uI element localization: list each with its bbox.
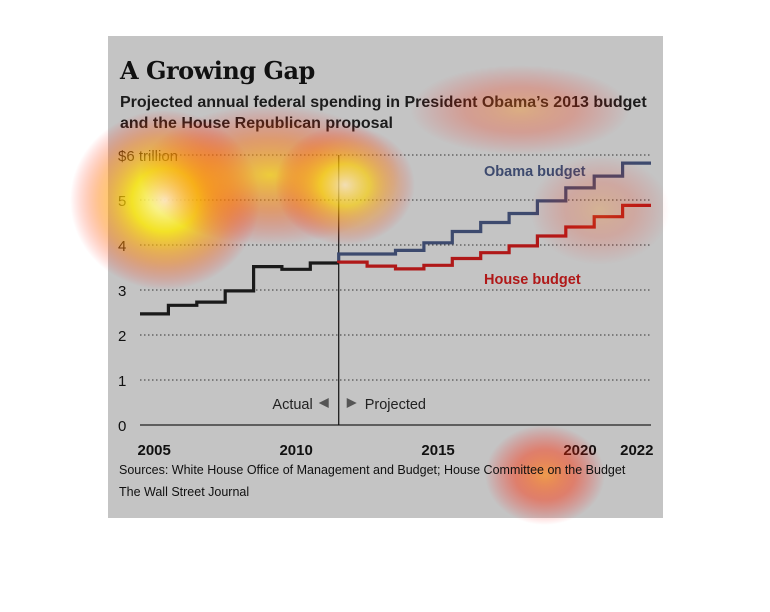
y-tick-label: 5 bbox=[118, 193, 126, 210]
x-tick-label: 2022 bbox=[620, 442, 653, 459]
x-tick-label: 2015 bbox=[421, 442, 454, 459]
publisher-credit: The Wall Street Journal bbox=[119, 485, 250, 499]
chart-title: A Growing Gap bbox=[120, 56, 315, 85]
left-arrow-icon bbox=[318, 398, 329, 408]
sources-note: Sources: White House Office of Managemen… bbox=[119, 463, 626, 477]
y-tick-label: 4 bbox=[118, 238, 126, 255]
y-tick-label: 3 bbox=[118, 283, 126, 300]
y-tick-label: 0 bbox=[118, 418, 126, 435]
right-arrow-icon bbox=[346, 398, 357, 408]
y-tick-label: 2 bbox=[118, 328, 126, 345]
series-line-house bbox=[337, 203, 651, 271]
y-tick-label: $6 trillion bbox=[118, 148, 178, 165]
legend-label-obama: Obama budget bbox=[484, 164, 586, 180]
legend-label-house: House budget bbox=[484, 272, 581, 288]
x-tick-label: 2010 bbox=[279, 442, 312, 459]
projected-label: Projected bbox=[365, 397, 426, 413]
y-tick-label: 1 bbox=[118, 373, 126, 390]
series-line-actual bbox=[140, 261, 339, 316]
x-tick-label: 2020 bbox=[563, 442, 596, 459]
actual-label: Actual bbox=[272, 397, 312, 413]
x-tick-label: 2005 bbox=[138, 442, 171, 459]
